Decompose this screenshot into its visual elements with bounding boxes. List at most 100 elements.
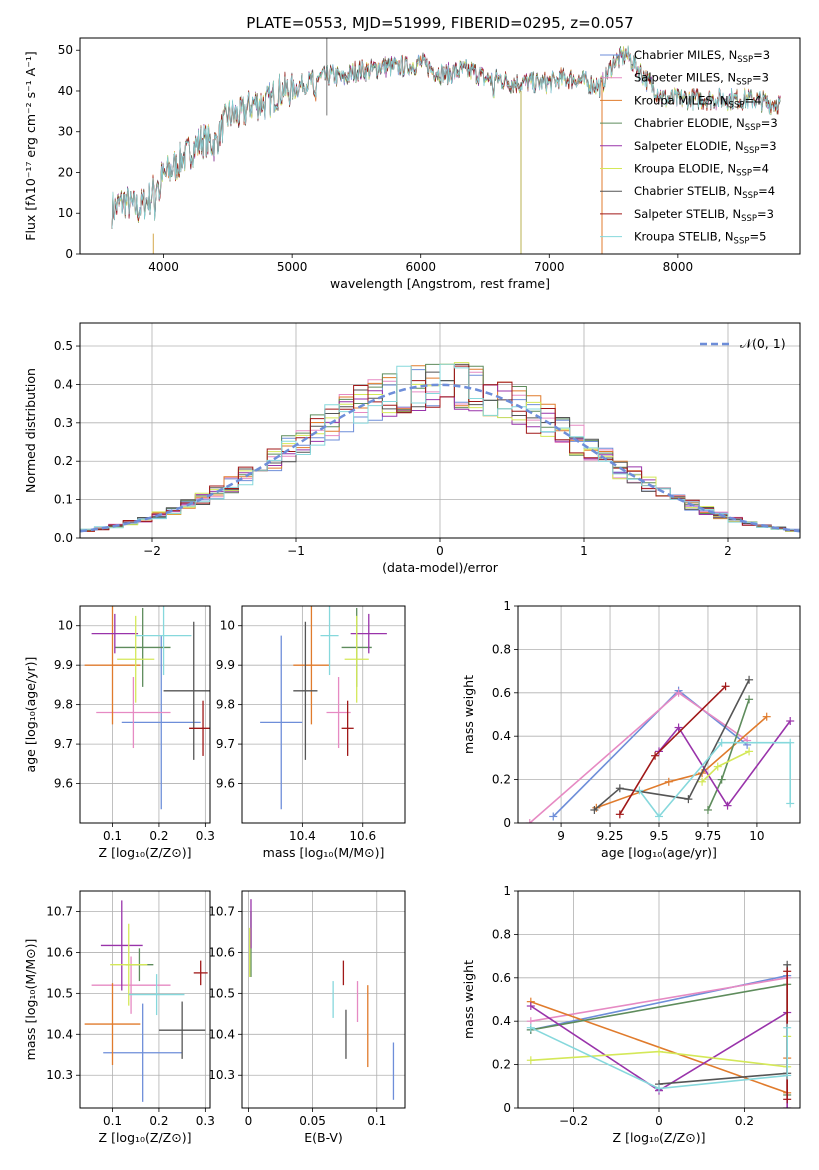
mass-weight-line — [596, 716, 768, 809]
y-tick-label: 0.4 — [54, 377, 73, 391]
y-tick-label: 0.8 — [492, 927, 511, 941]
legend-entry: Chabrier MILES, NSSP=3 — [634, 48, 770, 65]
y-axis-label: mass weight — [461, 960, 476, 1039]
mass-weight-line — [593, 679, 750, 811]
y-tick-label: 20 — [58, 165, 73, 179]
y-tick-label: 0.6 — [492, 971, 511, 985]
y-tick-label: 10 — [220, 619, 235, 633]
x-tick-label: −1 — [287, 544, 305, 558]
mass-weight-line — [552, 689, 748, 818]
legend-entry: Kroupa ELODIE, NSSP=4 — [634, 162, 769, 179]
panel-mass_vs_Z: 0.1 0.2 0.3 10.3 10.4 10.5 10.6 10.7 Z [log₁₀(Z/… — [23, 890, 215, 1145]
y-tick-label: 10 — [58, 619, 73, 633]
plot-area — [249, 899, 395, 1100]
y-tick-label: 10.5 — [208, 986, 235, 1000]
x-axis-label: Z [log₁₀(Z/Z⊙)] — [613, 1130, 706, 1145]
y-tick-label: 0.5 — [54, 339, 73, 353]
x-tick-label: 0.3 — [196, 1114, 215, 1128]
spectrum-line — [111, 45, 781, 229]
mass-weight-line — [529, 691, 748, 823]
x-axis-label: age [log₁₀(age/yr)] — [601, 845, 717, 860]
panel-mass_vs_ebv: 0 0.05 0.1 10.3 10.4 10.5 10.6 10.7 E(B-V) — [208, 890, 406, 1145]
panel-spectrum: 4000 5000 6000 7000 8000 0 10 20 30 40 50 wavelengt… — [23, 37, 801, 291]
plot-area — [80, 362, 800, 534]
y-tick-label: 0.2 — [492, 773, 511, 787]
y-tick-label: 0.3 — [54, 416, 73, 430]
y-tick-label: 0 — [503, 816, 511, 830]
x-tick-label: 10.4 — [289, 829, 316, 843]
y-tick-label: 0.2 — [492, 1058, 511, 1072]
axes-frame — [241, 890, 406, 1109]
x-tick-label: 0 — [436, 544, 444, 558]
y-axis-label: Flux [fλ10⁻¹⁷ erg cm⁻² s⁻¹ A⁻¹] — [23, 51, 38, 240]
legend-entry: Salpeter ELODIE, NSSP=3 — [634, 139, 777, 156]
x-axis-label: mass [log₁₀(M/M⊙)] — [263, 845, 385, 860]
plot-area — [526, 960, 792, 1108]
x-tick-label: 0.2 — [149, 829, 168, 843]
x-tick-label: 2 — [724, 544, 732, 558]
legend-entry: Kroupa MILES, NSSP=4 — [634, 93, 761, 110]
x-tick-label: 9 — [557, 829, 565, 843]
y-tick-label: 0.1 — [54, 493, 73, 507]
y-tick-label: 10.3 — [208, 1068, 235, 1082]
x-tick-label: 0 — [245, 1114, 253, 1128]
legend-entry: Chabrier STELIB, NSSP=4 — [634, 184, 775, 201]
x-tick-label: 0.05 — [299, 1114, 326, 1128]
x-tick-label: 0.3 — [196, 829, 215, 843]
y-tick-label: 0.4 — [492, 1014, 511, 1028]
x-tick-label: 7000 — [534, 260, 565, 274]
y-tick-label: 0.0 — [54, 531, 73, 545]
y-tick-label: 0 — [503, 1101, 511, 1115]
x-tick-label: 0.1 — [367, 1114, 386, 1128]
x-axis-label: Z [log₁₀(Z/Z⊙)] — [99, 845, 192, 860]
y-tick-label: 0.6 — [492, 686, 511, 700]
y-tick-label: 9.6 — [216, 777, 235, 791]
y-axis-label: mass [log₁₀(M/M⊙)] — [23, 939, 38, 1061]
y-tick-label: 9.8 — [54, 698, 73, 712]
y-axis-label: age [log₁₀(age/yr)] — [23, 657, 38, 773]
x-tick-label: 1 — [580, 544, 588, 558]
legend-entry: 𝒩(0, 1) — [740, 336, 786, 351]
panel-age_vs_Z: 0.1 0.2 0.3 9.6 9.7 9.8 9.9 10 Z [log₁₀(Z/Z⊙)] ag… — [23, 605, 215, 860]
normal-reference-curve — [80, 383, 800, 533]
panel-mass_weight_vs_age: 9 9.25 9.5 9.75 10 0 0.2 0.4 0.6 0.8 1 age [log₁₀(a… — [461, 599, 801, 860]
x-axis-label: Z [log₁₀(Z/Z⊙)] — [99, 1130, 192, 1145]
x-tick-label: 9.75 — [695, 829, 722, 843]
y-tick-label: 30 — [58, 125, 73, 139]
x-tick-label: 0.1 — [103, 829, 122, 843]
y-tick-label: 9.7 — [216, 737, 235, 751]
x-axis-label: E(B-V) — [304, 1130, 343, 1145]
x-tick-label: 5000 — [277, 260, 308, 274]
y-tick-label: 1 — [503, 599, 511, 613]
x-axis-label: wavelength [Angstrom, rest frame] — [330, 276, 550, 291]
x-tick-label: 0.2 — [149, 1114, 168, 1128]
axes-frame — [79, 37, 801, 255]
y-tick-label: 9.9 — [216, 658, 235, 672]
y-tick-label: 10.4 — [46, 1027, 73, 1041]
x-tick-label: 8000 — [663, 260, 694, 274]
plot-area — [84, 900, 208, 1102]
y-tick-label: 10.3 — [46, 1068, 73, 1082]
y-tick-label: 9.9 — [54, 658, 73, 672]
y-tick-label: 10.4 — [208, 1027, 235, 1041]
y-tick-label: 9.6 — [54, 777, 73, 791]
plot-area — [111, 38, 781, 254]
x-tick-label: 0.1 — [103, 1114, 122, 1128]
axes-frame — [79, 605, 211, 824]
x-tick-label: −0.2 — [559, 1114, 588, 1128]
x-tick-label: 10.6 — [349, 829, 376, 843]
y-tick-label: 50 — [58, 43, 73, 57]
axes-frame — [79, 890, 211, 1109]
plot-area — [84, 606, 210, 810]
y-tick-label: 10.7 — [46, 904, 73, 918]
axes-frame — [517, 605, 801, 824]
y-tick-label: 10.5 — [46, 986, 73, 1000]
figure-title: PLATE=0553, MJD=51999, FIBERID=0295, z=0… — [246, 14, 633, 32]
y-tick-label: 1 — [503, 884, 511, 898]
panel-mass_weight_vs_Z: −0.2 0 0.2 0 0.2 0.4 0.6 0.8 1 Z [log₁₀(Z/Z⊙)] mas… — [461, 884, 801, 1145]
y-tick-label: 0.2 — [54, 454, 73, 468]
legend-entry: Chabrier ELODIE, NSSP=3 — [634, 116, 778, 133]
x-tick-label: 0.2 — [735, 1114, 754, 1128]
histogram-step — [80, 363, 800, 534]
